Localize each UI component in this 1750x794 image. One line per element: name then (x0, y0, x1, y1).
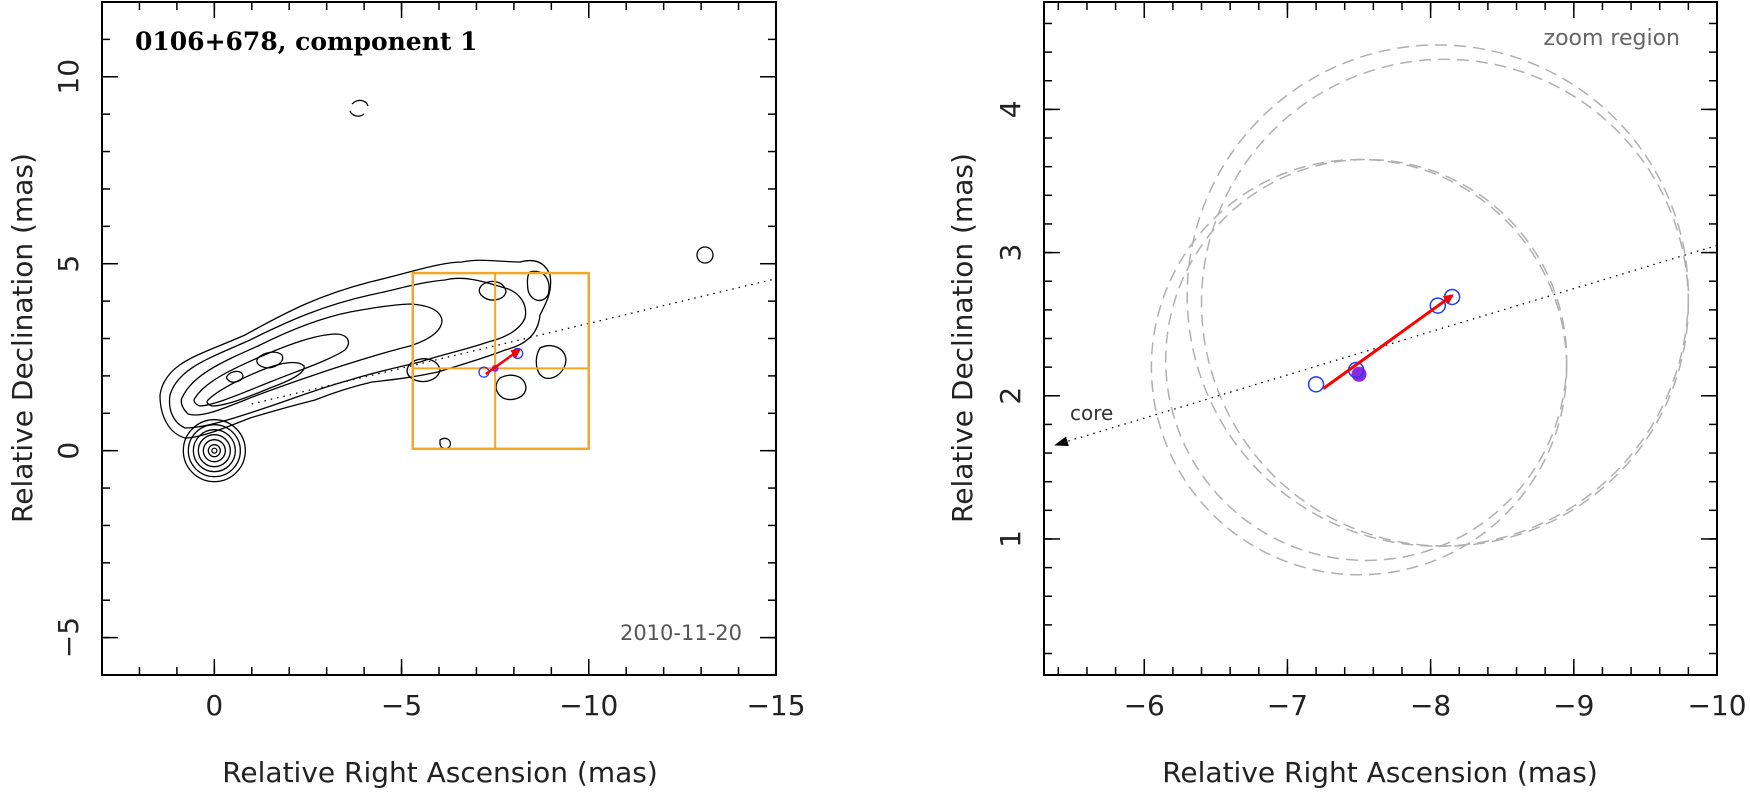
core-contour (182, 419, 246, 483)
core-contour (207, 444, 221, 458)
left-x-axis-label: Relative Right Ascension (mas) (222, 756, 658, 789)
jet-contour (159, 259, 552, 439)
jet-contour (193, 333, 349, 407)
left-x-tick-label: −15 (746, 689, 805, 722)
right-y-tick-label: 4 (994, 100, 1027, 118)
core-contour (197, 434, 231, 468)
core-contour (202, 439, 226, 463)
jet-contour (349, 99, 369, 117)
jet-contour (526, 270, 550, 302)
contour-map (159, 99, 714, 483)
left-x-tick-label: −10 (559, 689, 618, 722)
jet-contour (256, 351, 284, 369)
right-y-tick-label: 1 (994, 530, 1027, 548)
jet-contour (206, 361, 305, 407)
right-ticks: −6 −7 −8 −9 −10 1 2 3 4 (994, 2, 1747, 722)
right-y-tick-label: 2 (994, 387, 1027, 405)
core-label: core (1070, 401, 1113, 425)
left-frame (101, 1, 777, 676)
motion-vector (1322, 294, 1454, 390)
left-y-tick-label: −5 (52, 617, 85, 658)
right-x-tick-label: −9 (1553, 689, 1594, 722)
right-y-axis-label: Relative Declination (mas) (946, 153, 979, 523)
right-y-tick-label: 3 (994, 244, 1027, 262)
jet-contour (225, 370, 244, 383)
motion-vector (485, 348, 522, 376)
right-x-tick-label: −7 (1267, 689, 1308, 722)
right-x-tick-label: −8 (1410, 689, 1451, 722)
beam-ellipse (1200, 58, 1690, 547)
left-y-tick-label: 10 (52, 59, 85, 95)
jet-contour (180, 303, 443, 416)
left-y-tick-label: 0 (52, 442, 85, 460)
right-panel: −6 −7 −8 −9 −10 1 2 3 4 zoom region core Relativ… (946, 1, 1747, 789)
epoch-label: 2010-11-20 (620, 621, 742, 645)
left-panel: 0 −5 −10 −15 −5 0 5 10 0106+678, component 1 20… (6, 1, 806, 789)
jet-contour (478, 280, 507, 301)
component-open-marker (1429, 297, 1447, 314)
beam-ellipse (1164, 158, 1568, 562)
jet-contour (535, 345, 567, 379)
jet-contour (406, 358, 441, 383)
left-x-tick-label: 0 (205, 689, 223, 722)
jet-axis-line (251, 278, 776, 405)
jet-contour (439, 437, 452, 450)
jet-contour (495, 374, 527, 401)
right-x-tick-label: −10 (1687, 689, 1746, 722)
jet-contour (168, 277, 527, 429)
left-plot-area (251, 271, 776, 451)
zoom-box (411, 271, 591, 451)
panel-title: 0106+678, component 1 (135, 27, 478, 56)
zoom-region-label: zoom region (1544, 26, 1680, 51)
isolated-contour (696, 246, 714, 264)
core-direction-arrow (1054, 244, 1717, 447)
core-peak (211, 447, 218, 454)
core-contour (187, 424, 241, 478)
component-open-marker (1307, 376, 1325, 393)
left-ticks: 0 −5 −10 −15 −5 0 5 10 (52, 1, 806, 722)
left-y-tick-label: 5 (52, 255, 85, 273)
left-y-axis-label: Relative Declination (mas) (6, 153, 39, 523)
beam-ellipse (1186, 44, 1690, 547)
left-x-tick-label: −5 (381, 689, 422, 722)
right-x-tick-label: −6 (1124, 689, 1165, 722)
core-contour (192, 429, 236, 473)
right-x-axis-label: Relative Right Ascension (mas) (1162, 756, 1598, 789)
right-plot-area (1054, 44, 1717, 576)
